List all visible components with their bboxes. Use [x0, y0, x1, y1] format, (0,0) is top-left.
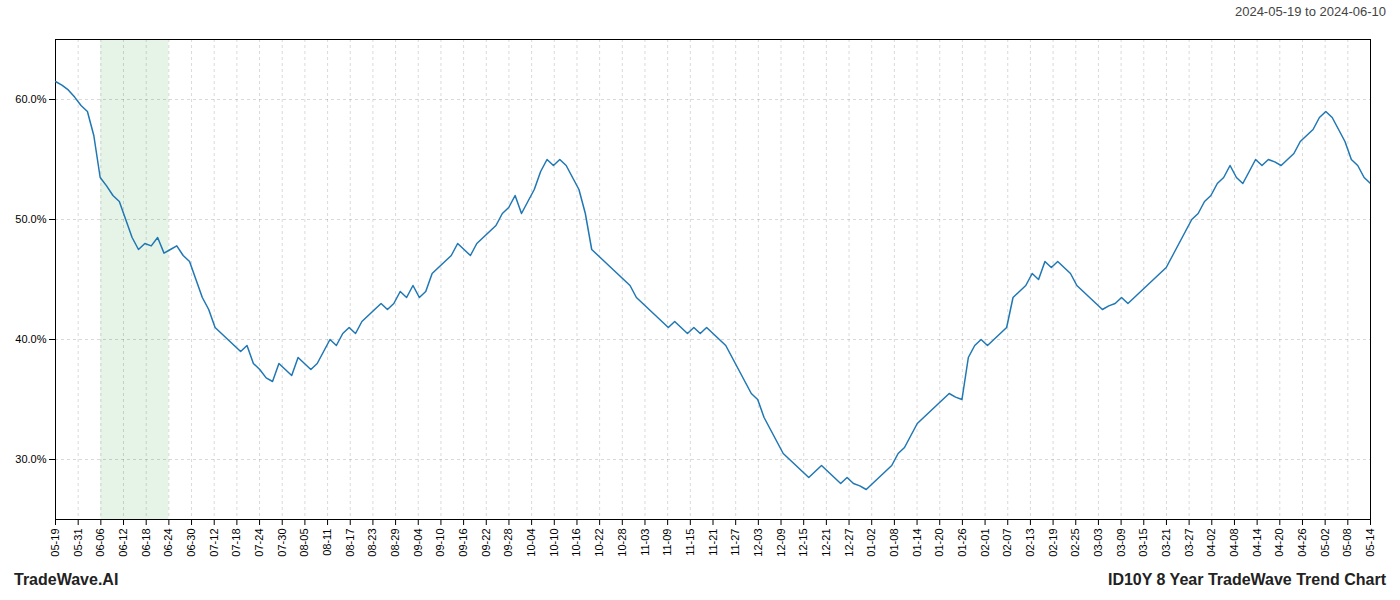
svg-text:04-14: 04-14	[1251, 529, 1263, 557]
svg-text:01-20: 01-20	[933, 529, 945, 557]
svg-text:08-23: 08-23	[366, 529, 378, 557]
svg-text:04-26: 04-26	[1296, 529, 1308, 557]
svg-text:10-10: 10-10	[548, 529, 560, 557]
svg-text:04-20: 04-20	[1273, 529, 1285, 557]
svg-text:60.0%: 60.0%	[15, 93, 46, 105]
svg-text:40.0%: 40.0%	[15, 333, 46, 345]
svg-text:12-21: 12-21	[820, 529, 832, 557]
svg-text:05-14: 05-14	[1364, 529, 1376, 557]
svg-text:05-02: 05-02	[1319, 529, 1331, 557]
svg-text:07-12: 07-12	[208, 529, 220, 557]
svg-text:11-15: 11-15	[684, 529, 696, 556]
svg-text:08-29: 08-29	[389, 529, 401, 557]
svg-text:10-16: 10-16	[570, 529, 582, 557]
svg-text:11-03: 11-03	[639, 529, 651, 556]
svg-text:10-28: 10-28	[616, 529, 628, 557]
svg-text:03-09: 03-09	[1115, 529, 1127, 557]
svg-text:01-02: 01-02	[865, 529, 877, 557]
svg-text:01-14: 01-14	[911, 529, 923, 557]
html-text:2024-05-19 to 2024-06-10: 2024-05-19 to 2024-06-10	[1234, 4, 1386, 19]
svg-text:12-03: 12-03	[752, 529, 764, 557]
svg-text:11-27: 11-27	[729, 529, 741, 556]
svg-text:09-16: 09-16	[457, 529, 469, 557]
svg-text:08-17: 08-17	[344, 529, 356, 557]
svg-text:01-26: 01-26	[956, 529, 968, 557]
svg-text:12-27: 12-27	[843, 529, 855, 557]
svg-text:07-30: 07-30	[276, 529, 288, 557]
svg-text:02-19: 02-19	[1047, 529, 1059, 557]
html-text:TradeWave.AI: TradeWave.AI	[14, 571, 119, 588]
svg-text:12-15: 12-15	[797, 529, 809, 557]
svg-text:04-02: 04-02	[1205, 529, 1217, 557]
svg-text:11-09: 11-09	[661, 529, 673, 556]
svg-text:30.0%: 30.0%	[15, 453, 46, 465]
svg-text:07-24: 07-24	[253, 529, 265, 557]
svg-text:07-18: 07-18	[230, 529, 242, 557]
svg-text:06-18: 06-18	[140, 529, 152, 557]
svg-text:11-21: 11-21	[707, 529, 719, 556]
svg-text:05-31: 05-31	[72, 529, 84, 557]
svg-text:06-06: 06-06	[94, 529, 106, 557]
svg-text:09-10: 09-10	[434, 529, 446, 557]
svg-text:06-24: 06-24	[162, 529, 174, 557]
svg-text:03-03: 03-03	[1092, 529, 1104, 557]
html-text:ID10Y 8 Year TradeWave Trend C: ID10Y 8 Year TradeWave Trend Chart	[1107, 571, 1386, 588]
svg-text:10-22: 10-22	[593, 529, 605, 557]
svg-text:02-13: 02-13	[1024, 529, 1036, 557]
svg-text:02-01: 02-01	[979, 529, 991, 557]
svg-text:10-04: 10-04	[525, 529, 537, 557]
svg-text:06-12: 06-12	[117, 529, 129, 557]
svg-text:09-22: 09-22	[480, 529, 492, 557]
svg-text:03-15: 03-15	[1137, 529, 1149, 557]
svg-text:08-05: 08-05	[298, 529, 310, 557]
svg-text:05-19: 05-19	[49, 529, 61, 557]
svg-text:04-08: 04-08	[1228, 529, 1240, 557]
svg-text:02-07: 02-07	[1001, 529, 1013, 557]
svg-text:06-30: 06-30	[185, 529, 197, 557]
svg-text:03-21: 03-21	[1160, 529, 1172, 557]
svg-text:02-25: 02-25	[1069, 529, 1081, 557]
svg-text:09-28: 09-28	[502, 529, 514, 557]
svg-text:12-09: 12-09	[775, 529, 787, 557]
svg-text:50.0%: 50.0%	[15, 213, 46, 225]
svg-text:09-04: 09-04	[412, 529, 424, 557]
svg-text:05-08: 05-08	[1341, 529, 1353, 557]
svg-text:08-11: 08-11	[321, 529, 333, 556]
svg-text:01-08: 01-08	[888, 529, 900, 557]
svg-text:03-27: 03-27	[1183, 529, 1195, 557]
